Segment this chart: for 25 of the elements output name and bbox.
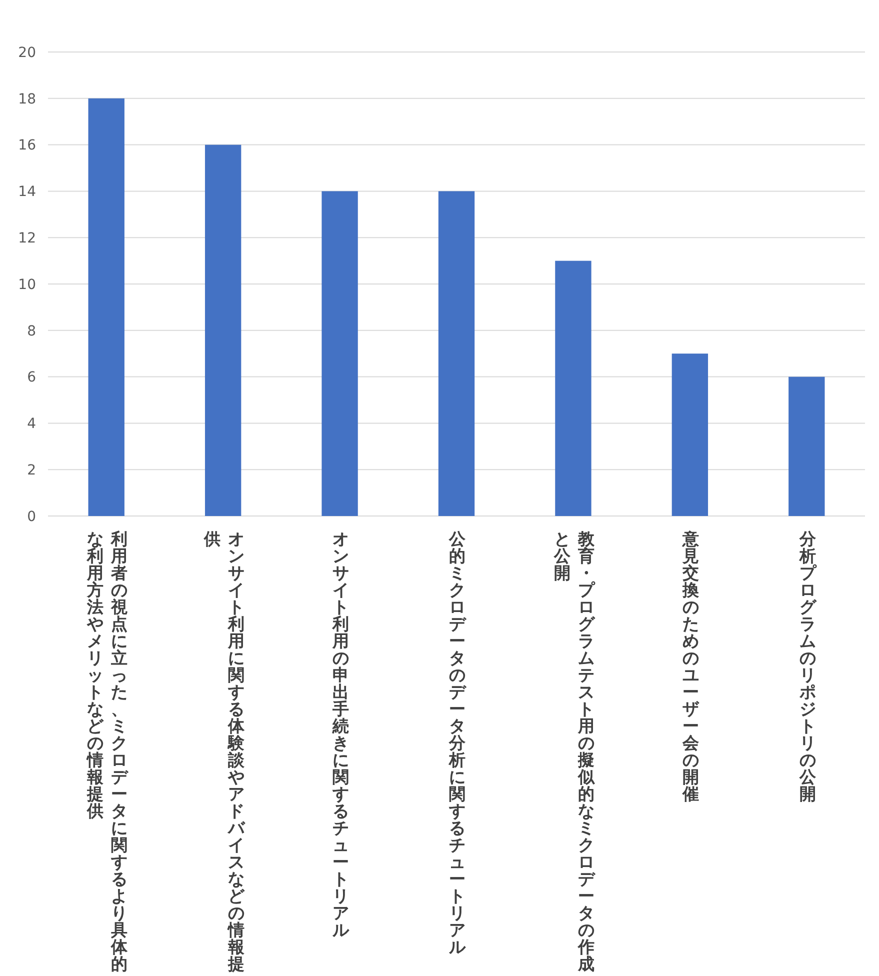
x-tick-label: 利用者の視点に立った、ミクロデータに関するより具体的な利用方法やメリットなどの情報提供	[86, 530, 130, 974]
y-tick-label: 8	[27, 323, 36, 340]
x-tick-label: 分析プログラムのリポジトリの公開	[798, 530, 818, 804]
bar	[672, 354, 708, 516]
x-tick-label: 公的ミクロデータのデータ分析に関するチュートリアル	[448, 530, 468, 957]
y-tick-label: 16	[18, 138, 36, 154]
y-tick-label: 0	[27, 508, 36, 525]
bar	[322, 191, 358, 516]
x-tick-label: オンサイト利用の申出手続きに関するチュートリアル	[332, 530, 351, 940]
y-tick-label: 6	[27, 370, 36, 386]
x-tick-label: 意見交換のためのユーザー会の開催	[682, 530, 701, 804]
bar	[788, 376, 825, 516]
y-tick-label: 18	[18, 91, 36, 108]
y-tick-label: 2	[27, 462, 36, 478]
bar	[438, 191, 475, 516]
y-tick-label: 12	[18, 230, 36, 246]
y-tick-label: 10	[18, 276, 36, 293]
y-tick-label: 14	[18, 184, 36, 200]
bar	[555, 260, 592, 516]
y-tick-label: 4	[27, 416, 36, 432]
bar	[204, 144, 242, 516]
x-tick-label: オンサイト利用に関する体験談やアドバイスなどの情報提供	[202, 530, 246, 974]
bar	[88, 98, 124, 516]
y-tick-label: 20	[18, 44, 36, 61]
x-tick-label: 教育・プログラムテスト用の擬似的なミクロデータの作成と公開	[552, 530, 597, 974]
